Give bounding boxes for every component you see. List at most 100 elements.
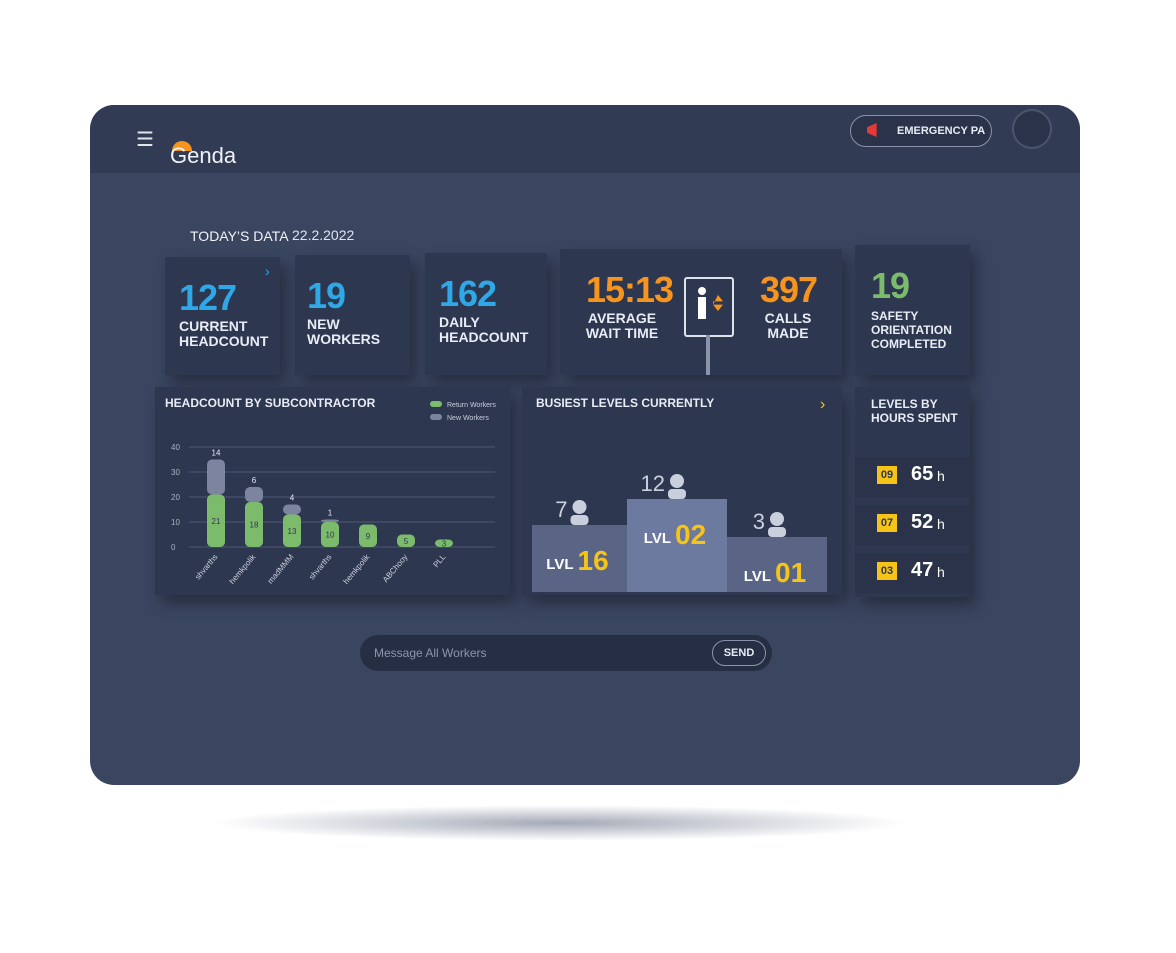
worker-icon bbox=[770, 512, 784, 526]
hours-value: 65 bbox=[911, 463, 934, 485]
legend-swatch bbox=[430, 414, 442, 420]
worker-icon bbox=[768, 527, 786, 537]
logo: Genda bbox=[170, 143, 237, 168]
worker-count: 12 bbox=[641, 471, 665, 496]
chevron[interactable]: › bbox=[265, 263, 270, 279]
emergency-label: EMERGENCY PA bbox=[897, 125, 986, 137]
bar-segment bbox=[207, 459, 225, 495]
podium-block bbox=[532, 525, 627, 592]
data-label: 9 bbox=[366, 532, 371, 541]
bar-segment bbox=[321, 519, 339, 522]
stat-label: AVERAGE WAIT TIME bbox=[585, 310, 659, 341]
podium-block bbox=[727, 537, 827, 592]
bar-segment bbox=[321, 522, 339, 547]
device-shadow bbox=[210, 805, 910, 841]
elevator-arrows bbox=[713, 295, 723, 311]
worker-icon bbox=[668, 489, 686, 499]
x-tick-label: hemkpolik bbox=[227, 552, 258, 586]
y-tick-label: 0 bbox=[171, 543, 176, 552]
stat-value: 397 bbox=[760, 269, 818, 310]
data-label: 18 bbox=[250, 521, 259, 530]
hours-value: 52 bbox=[911, 511, 934, 533]
x-tick-label: PLL bbox=[431, 552, 447, 569]
podium-block bbox=[627, 499, 727, 592]
legend-label: New Workers bbox=[447, 415, 489, 422]
data-label: 10 bbox=[326, 531, 335, 540]
stat-label: CURRENT HEADCOUNT bbox=[179, 318, 269, 349]
stat-card: 19 SAFETY ORIENTATION COMPLETED bbox=[855, 245, 970, 375]
legend-swatch bbox=[430, 401, 442, 407]
stat-card: 15:13 AVERAGE WAIT TIME 397 CALLS MADE bbox=[560, 249, 842, 375]
bar-segment bbox=[359, 524, 377, 547]
stat-card[interactable]: 127 CURRENT HEADCOUNT › bbox=[165, 257, 280, 375]
stat-label: SAFETY ORIENTATION COMPLETED bbox=[871, 309, 952, 351]
today-label: TODAY’S DATA bbox=[190, 228, 289, 244]
hours-unit: h bbox=[937, 516, 945, 532]
data-label: 3 bbox=[442, 539, 447, 548]
bar-segment bbox=[245, 502, 263, 547]
panel-title: LEVELS BY HOURS SPENT bbox=[871, 397, 958, 425]
data-label: 4 bbox=[290, 494, 295, 503]
data-label: 13 bbox=[288, 527, 297, 536]
subcontractor-chart: HEADCOUNT BY SUBCONTRACTOR 0 10 20 30 40 Retu… bbox=[155, 387, 510, 595]
data-label: 6 bbox=[252, 476, 257, 485]
stat-value: 19 bbox=[307, 275, 346, 316]
stat-label: NEW WORKERS bbox=[307, 316, 381, 347]
stat-value: 15:13 bbox=[586, 269, 674, 310]
y-tick-label: 30 bbox=[171, 468, 180, 477]
worker-icon bbox=[670, 474, 684, 488]
emergency-button[interactable]: EMERGENCY PA bbox=[850, 115, 992, 147]
stat-card: 19 NEW WORKERS bbox=[295, 255, 410, 375]
stat-card: 162 DAILY HEADCOUNT bbox=[425, 253, 547, 375]
level-number: 16 bbox=[578, 545, 609, 576]
worker-count: 7 bbox=[555, 497, 567, 522]
hours-panel: LEVELS BY HOURS SPENT 09 65 h 07 52 h 03 47 h bbox=[855, 387, 970, 597]
bar-segment bbox=[207, 494, 225, 547]
data-label: 21 bbox=[212, 517, 221, 526]
hours-row: 03 47 h bbox=[855, 553, 970, 593]
person-head bbox=[698, 287, 706, 295]
hours-unit: h bbox=[937, 564, 945, 580]
person-body bbox=[698, 297, 706, 319]
y-tick-label: 40 bbox=[171, 443, 180, 452]
level-prefix: LVL bbox=[546, 556, 573, 573]
hours-row: 07 52 h bbox=[855, 505, 970, 545]
message-placeholder: Message All Workers bbox=[374, 646, 487, 660]
level-tag: 09 bbox=[877, 466, 897, 484]
stat-label: CALLS MADE bbox=[764, 310, 812, 341]
logo-helmet bbox=[172, 141, 192, 151]
stat-value: 162 bbox=[439, 273, 497, 314]
worker-icon bbox=[570, 515, 589, 525]
elevator-icon bbox=[684, 277, 734, 337]
level-number: 01 bbox=[775, 557, 806, 588]
level-prefix: LVL bbox=[744, 568, 771, 585]
data-label: 5 bbox=[404, 537, 409, 546]
data-label: 14 bbox=[212, 449, 221, 458]
hours-value: 47 bbox=[911, 559, 934, 581]
hours-unit: h bbox=[937, 468, 945, 484]
x-tick-label: shvarths bbox=[307, 553, 333, 582]
bar-segment bbox=[435, 539, 453, 547]
megaphone-icon bbox=[867, 123, 877, 137]
message-box[interactable]: Message All Workers SEND bbox=[360, 635, 772, 671]
bar-segment bbox=[283, 514, 301, 547]
stat-label: DAILY HEADCOUNT bbox=[439, 314, 529, 345]
x-tick-label: ABChooy bbox=[381, 553, 410, 585]
level-tag: 07 bbox=[877, 514, 897, 532]
bar-segment bbox=[283, 504, 301, 515]
stat-value: 127 bbox=[179, 277, 237, 318]
panel-title: BUSIEST LEVELS CURRENTLY bbox=[536, 396, 714, 410]
send-button[interactable]: SEND bbox=[712, 640, 766, 666]
y-tick-label: 20 bbox=[171, 493, 180, 502]
worker-count: 3 bbox=[753, 509, 765, 534]
avatar[interactable] bbox=[1014, 111, 1050, 147]
x-tick-label: shvarths bbox=[193, 553, 219, 582]
chevron[interactable]: › bbox=[820, 396, 825, 413]
menu-icon[interactable]: ☰ bbox=[136, 129, 154, 151]
bar-segment bbox=[397, 534, 415, 547]
data-label: 1 bbox=[328, 509, 333, 518]
header: ☰ Genda EMERGENCY PA bbox=[90, 105, 1080, 173]
y-tick-label: 10 bbox=[171, 518, 180, 527]
